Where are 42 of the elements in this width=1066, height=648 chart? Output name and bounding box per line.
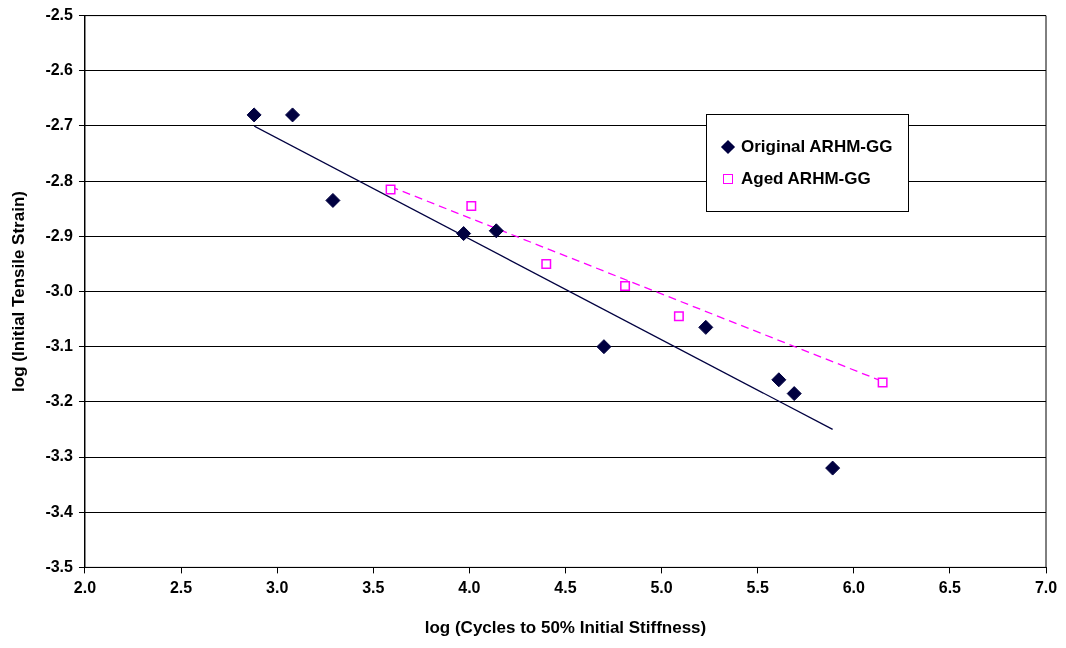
y-tick-label: -3.0 — [45, 281, 74, 299]
point — [825, 460, 841, 476]
y-tick-label: -2.8 — [45, 171, 74, 189]
point — [456, 226, 472, 242]
y-tick-label: -3.2 — [45, 392, 74, 410]
point — [620, 280, 631, 291]
x-tick-label: 5.0 — [650, 579, 673, 597]
point — [673, 311, 684, 322]
y-tick-label: -3.3 — [45, 447, 74, 465]
x-axis-title: log (Cycles to 50% Initial Stiffness) — [424, 618, 707, 638]
x-tick-label: 3.5 — [362, 579, 385, 597]
point — [285, 107, 301, 123]
y-tick-label: -3.1 — [45, 337, 74, 355]
y-tick-label: -2.9 — [45, 226, 74, 244]
y-tick-label: -3.4 — [45, 502, 74, 520]
y-tick-label: -3.5 — [45, 557, 74, 575]
x-tick-label: 2.5 — [169, 579, 193, 597]
point — [596, 339, 612, 355]
y-axis-title: log (Initial Tensile Strain) — [8, 191, 28, 392]
x-tick-label: 6.0 — [842, 579, 866, 597]
x-tick-label: 5.5 — [746, 579, 769, 597]
point — [325, 192, 341, 208]
point — [385, 184, 396, 195]
point — [466, 200, 477, 211]
x-tick-label: 4.5 — [554, 579, 577, 597]
point — [246, 107, 262, 123]
point — [488, 223, 504, 239]
x-tick-label: 4.0 — [458, 579, 481, 597]
point — [771, 372, 787, 388]
x-tick-label: 3.0 — [266, 579, 289, 597]
y-tick-label: -2.6 — [45, 61, 74, 79]
legend-label: Aged ARHM-GG — [741, 168, 871, 189]
y-tick-label: -2.7 — [45, 116, 74, 134]
x-tick-label: 2.0 — [73, 579, 97, 597]
legend-label: Original ARHM-GG — [741, 136, 893, 157]
point — [698, 319, 714, 335]
y-tick-label: -2.5 — [45, 6, 74, 24]
x-tick-label: 6.5 — [938, 579, 962, 597]
point — [877, 377, 888, 388]
x-tick-label: 7.0 — [1034, 579, 1058, 597]
point — [786, 386, 802, 402]
point — [541, 258, 552, 269]
